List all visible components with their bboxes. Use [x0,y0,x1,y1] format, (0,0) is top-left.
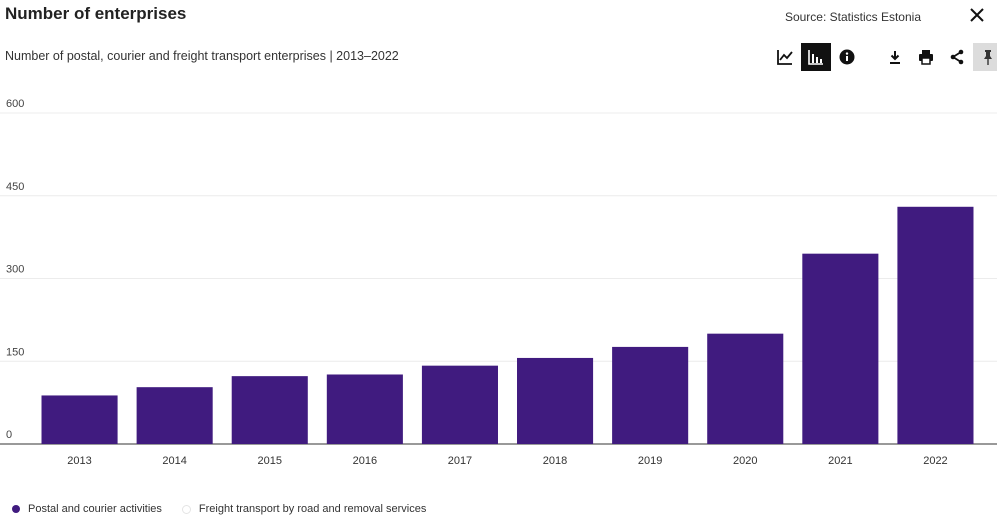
bars-layer [41,206,974,444]
print-icon [919,50,933,65]
info-icon [839,49,855,65]
y-tick-label: 450 [6,181,24,193]
bar[interactable] [707,333,784,444]
chart-title: Number of enterprises [5,4,187,23]
bar-chart-button[interactable] [801,43,831,71]
x-tick-label: 2015 [258,455,282,467]
line-chart-button[interactable] [770,43,800,71]
pin-button[interactable] [973,43,997,71]
legend-label-freight: Freight transport by road and removal se… [198,503,427,515]
info-button[interactable] [832,43,862,71]
y-tick-label: 0 [6,429,12,441]
x-tick-label: 2020 [733,455,757,467]
bar[interactable] [421,365,498,444]
source-label: Source: Statistics Estonia [784,10,921,24]
download-button[interactable] [880,43,910,71]
bar[interactable] [41,395,118,444]
y-tick-label: 300 [6,264,24,276]
chart-subtitle: Number of postal, courier and freight tr… [5,49,399,63]
close-icon [970,8,984,22]
x-tick-label: 2018 [543,455,567,467]
legend-item-freight[interactable]: Freight transport by road and removal se… [181,503,427,515]
bar-chart: 0 150 300 450 600 2013 2014 2015 2016 2017 2018 201… [0,98,997,467]
close-button[interactable] [967,5,987,25]
y-tick-label: 150 [6,346,24,358]
x-tick-label: 2022 [923,455,947,467]
x-tick-label: 2014 [162,455,186,467]
pin-icon [984,50,992,65]
share-icon [950,49,964,65]
bar-chart-icon [808,50,823,65]
legend-label-postal: Postal and courier activities [28,503,162,515]
labels-layer: 0 150 300 450 600 2013 2014 2015 2016 2017 2018 201… [6,98,948,467]
download-icon [890,51,900,64]
bar[interactable] [897,206,974,444]
x-tick-label: 2017 [448,455,472,467]
legend-marker-postal [12,505,20,513]
x-tick-label: 2016 [353,455,377,467]
bar[interactable] [517,357,594,444]
legend-marker-freight [181,504,191,514]
bar[interactable] [326,374,403,444]
x-tick-label: 2013 [67,455,91,467]
y-tick-label: 600 [6,98,24,110]
legend: Postal and courier activities Freight tr… [12,503,446,515]
x-tick-label: 2019 [638,455,662,467]
chart-toolbar [770,42,997,72]
share-button[interactable] [942,43,972,71]
bar[interactable] [231,376,308,444]
print-button[interactable] [911,43,941,71]
legend-item-postal[interactable]: Postal and courier activities [12,503,162,515]
bar[interactable] [612,346,689,444]
bar[interactable] [136,387,213,444]
x-tick-label: 2021 [828,455,852,467]
bar[interactable] [802,253,879,444]
line-chart-icon [777,50,793,65]
